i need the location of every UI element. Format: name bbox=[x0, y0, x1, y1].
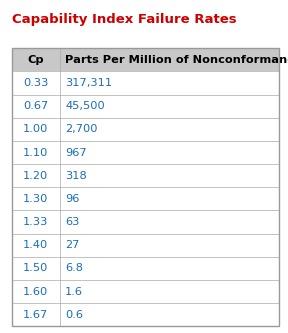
Bar bbox=[12, 95, 279, 118]
Bar bbox=[12, 118, 279, 141]
Text: 1.10: 1.10 bbox=[23, 148, 48, 158]
Text: 1.60: 1.60 bbox=[23, 287, 48, 297]
Text: 1.40: 1.40 bbox=[23, 240, 48, 250]
Text: 1.20: 1.20 bbox=[23, 171, 48, 181]
Text: 96: 96 bbox=[65, 194, 79, 204]
Text: 27: 27 bbox=[65, 240, 79, 250]
Bar bbox=[12, 187, 279, 210]
Bar bbox=[12, 141, 279, 164]
Text: 1.30: 1.30 bbox=[23, 194, 48, 204]
Bar bbox=[12, 280, 279, 303]
Bar bbox=[12, 164, 279, 187]
Text: 967: 967 bbox=[65, 148, 87, 158]
Text: 1.6: 1.6 bbox=[65, 287, 83, 297]
Text: 1.33: 1.33 bbox=[23, 217, 48, 227]
Text: Capability Index Failure Rates: Capability Index Failure Rates bbox=[12, 13, 236, 26]
Text: 0.67: 0.67 bbox=[23, 101, 48, 111]
Bar bbox=[12, 48, 279, 326]
Text: 6.8: 6.8 bbox=[65, 263, 83, 273]
Text: 1.50: 1.50 bbox=[23, 263, 48, 273]
Text: Cp: Cp bbox=[27, 55, 44, 65]
Text: 0.6: 0.6 bbox=[65, 310, 83, 320]
Text: 1.00: 1.00 bbox=[23, 125, 48, 135]
Text: 317,311: 317,311 bbox=[65, 78, 112, 88]
Bar bbox=[12, 234, 279, 257]
Text: Parts Per Million of Nonconformance: Parts Per Million of Nonconformance bbox=[65, 55, 288, 65]
Text: 63: 63 bbox=[65, 217, 79, 227]
Bar bbox=[12, 257, 279, 280]
Bar bbox=[12, 72, 279, 95]
Bar bbox=[12, 48, 279, 72]
Text: 45,500: 45,500 bbox=[65, 101, 105, 111]
Text: 1.67: 1.67 bbox=[23, 310, 48, 320]
Text: 2,700: 2,700 bbox=[65, 125, 98, 135]
Text: 0.33: 0.33 bbox=[23, 78, 48, 88]
Bar bbox=[12, 303, 279, 326]
Text: 318: 318 bbox=[65, 171, 87, 181]
Bar bbox=[12, 210, 279, 234]
